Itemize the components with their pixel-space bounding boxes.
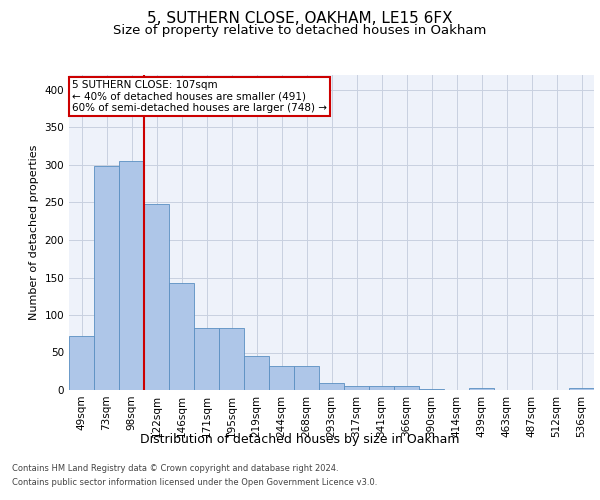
- Text: Contains HM Land Registry data © Crown copyright and database right 2024.: Contains HM Land Registry data © Crown c…: [12, 464, 338, 473]
- Bar: [419, 389, 444, 390]
- Text: 5 SUTHERN CLOSE: 107sqm
← 40% of detached houses are smaller (491)
60% of semi-d: 5 SUTHERN CLOSE: 107sqm ← 40% of detache…: [71, 80, 326, 113]
- Bar: [69, 336, 94, 390]
- Text: Size of property relative to detached houses in Oakham: Size of property relative to detached ho…: [113, 24, 487, 37]
- Bar: [269, 366, 294, 390]
- Bar: [169, 283, 194, 390]
- Bar: [569, 388, 594, 390]
- Bar: [219, 328, 244, 390]
- Bar: [119, 161, 144, 390]
- Y-axis label: Number of detached properties: Number of detached properties: [29, 145, 39, 320]
- Bar: [194, 328, 219, 390]
- Text: Contains public sector information licensed under the Open Government Licence v3: Contains public sector information licen…: [12, 478, 377, 487]
- Bar: [144, 204, 169, 390]
- Bar: [469, 388, 494, 390]
- Bar: [94, 166, 119, 390]
- Text: Distribution of detached houses by size in Oakham: Distribution of detached houses by size …: [140, 432, 460, 446]
- Bar: [244, 356, 269, 390]
- Bar: [319, 383, 344, 390]
- Bar: [369, 386, 394, 390]
- Text: 5, SUTHERN CLOSE, OAKHAM, LE15 6FX: 5, SUTHERN CLOSE, OAKHAM, LE15 6FX: [147, 11, 453, 26]
- Bar: [394, 386, 419, 390]
- Bar: [344, 386, 369, 390]
- Bar: [294, 366, 319, 390]
